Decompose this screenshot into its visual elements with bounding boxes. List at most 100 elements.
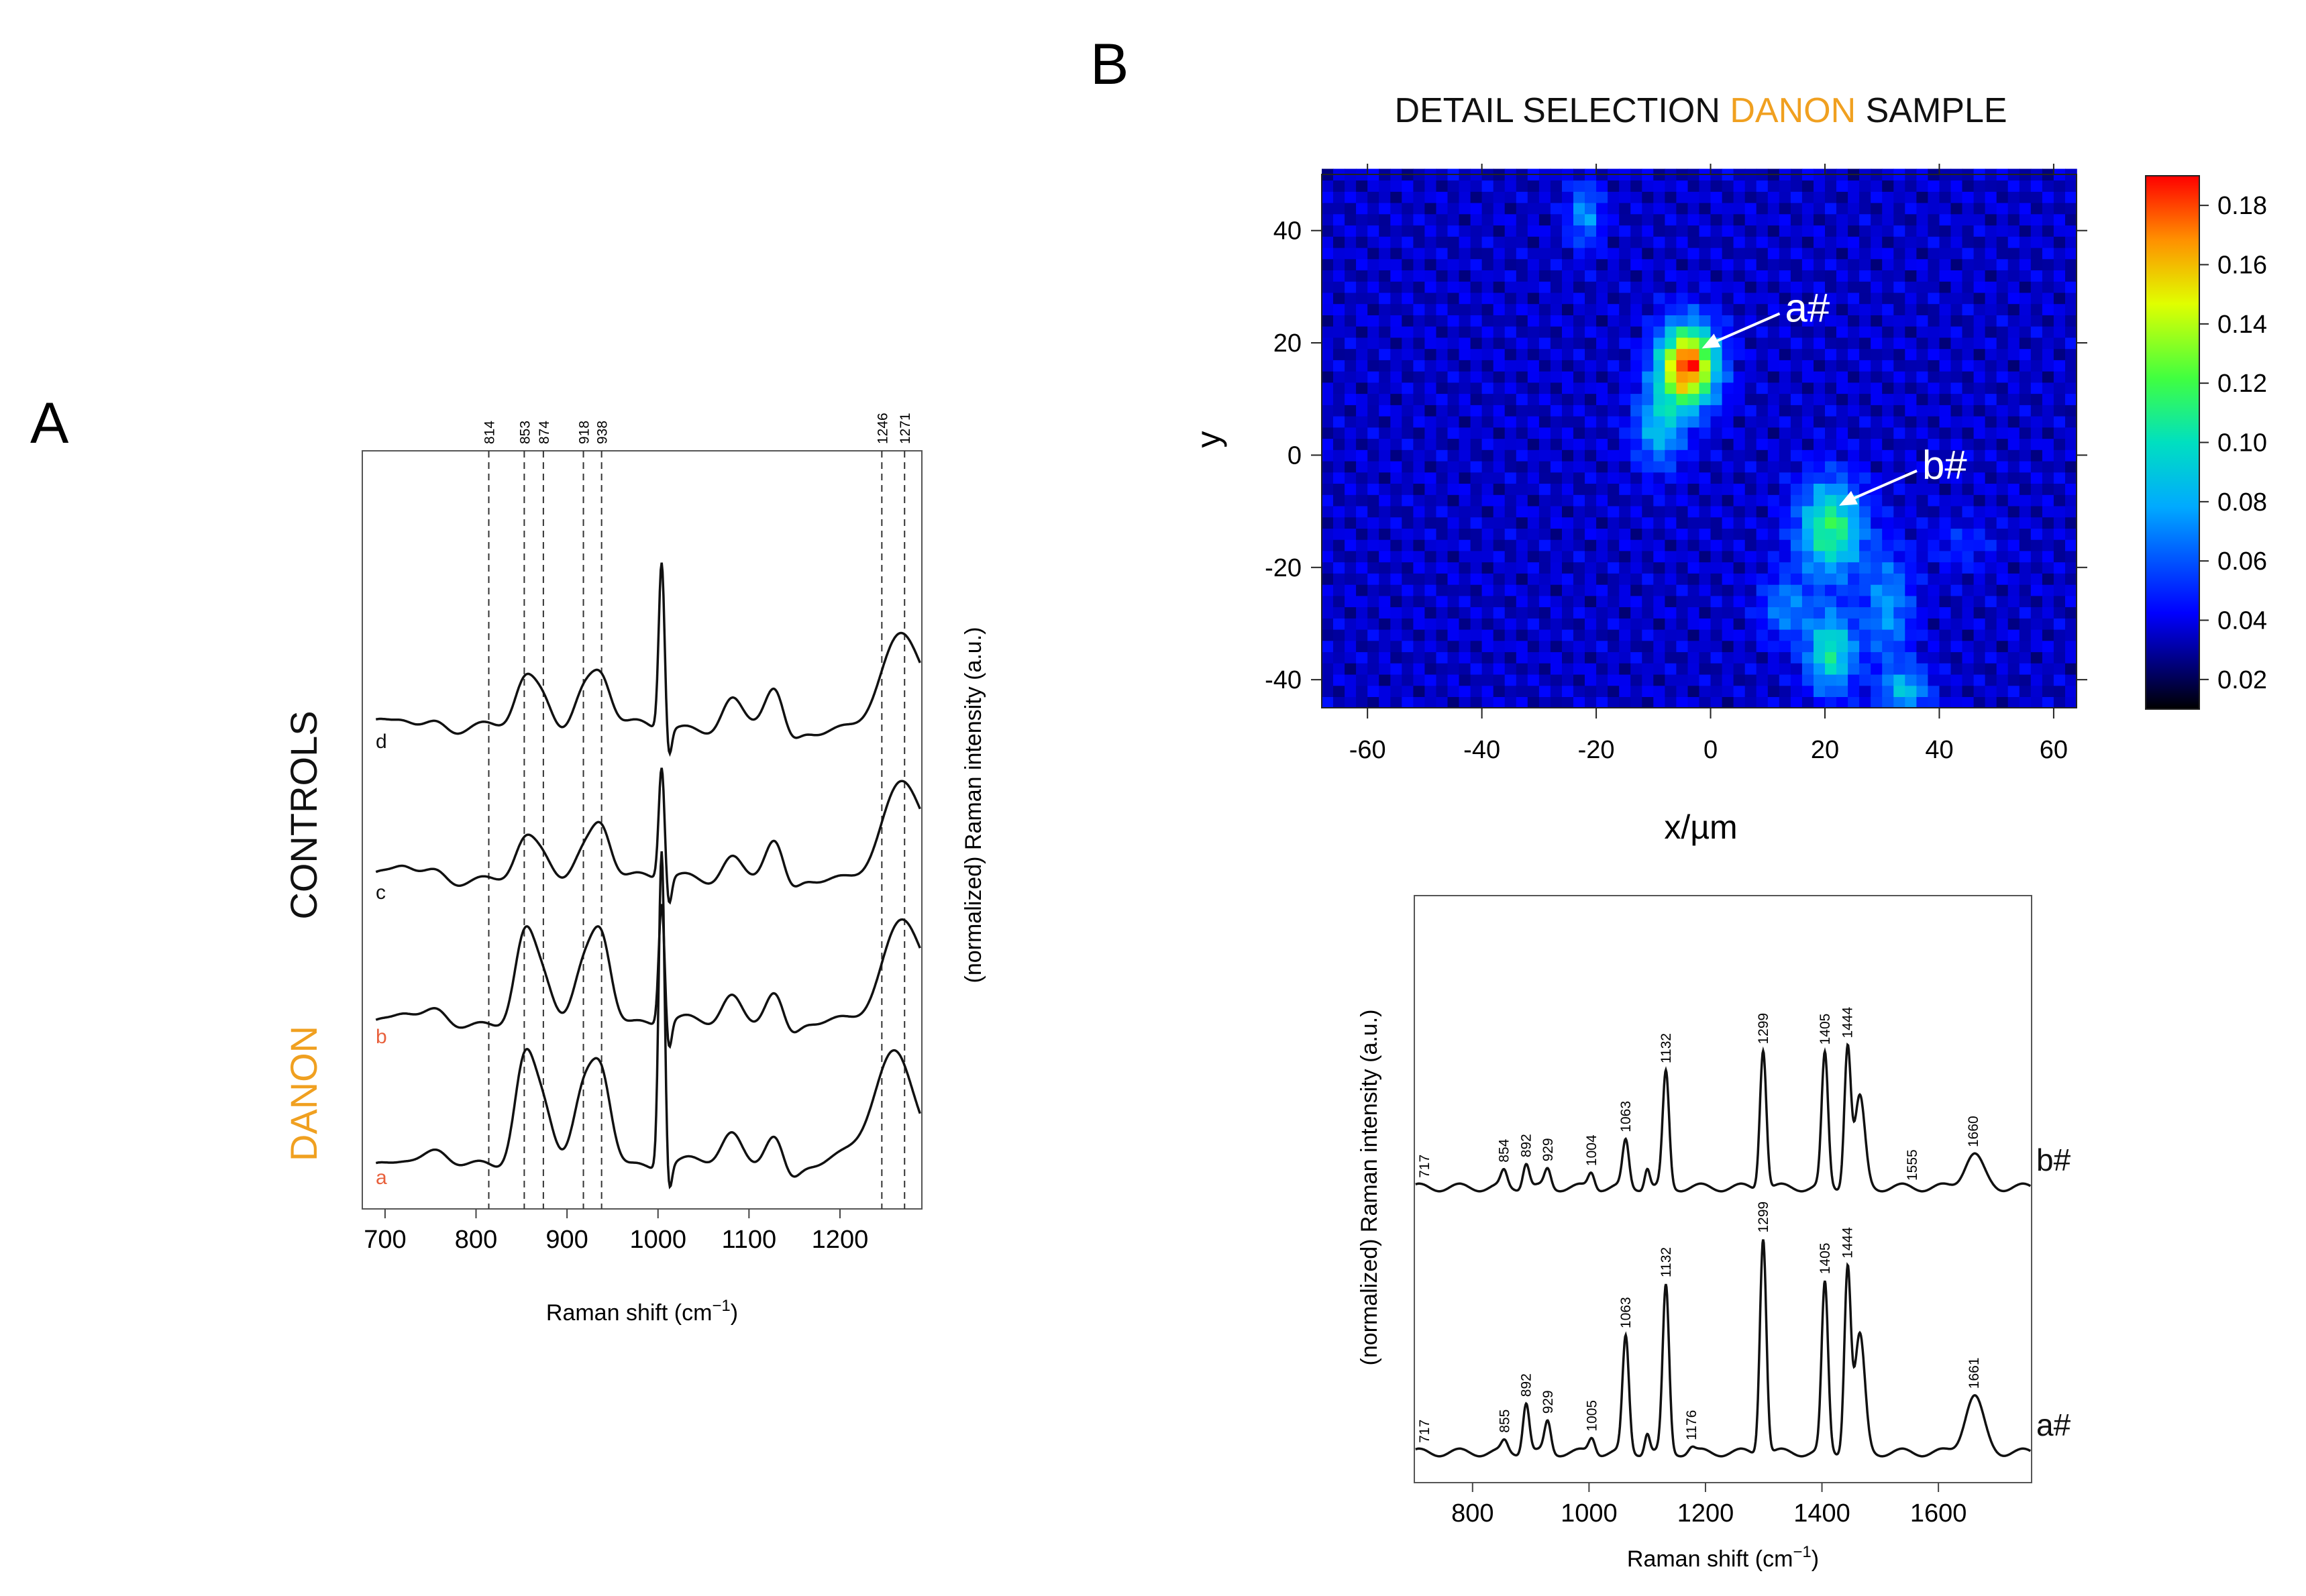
heatmap-cell	[1767, 595, 1780, 608]
heatmap-cell	[1950, 303, 1963, 315]
heatmap-cell	[2053, 270, 2066, 282]
heatmap-cell	[1687, 202, 1700, 215]
heatmap-cell	[1756, 573, 1769, 585]
heatmap-cell	[1676, 370, 1689, 383]
heatmap-cell	[1744, 213, 1757, 226]
heatmap-cell	[1493, 449, 1506, 462]
heatmap-cell	[1573, 449, 1585, 462]
heatmap-cell	[1642, 180, 1655, 192]
heatmap-cell	[1962, 618, 1975, 630]
heatmap-cell	[1493, 247, 1506, 260]
spec-series-label-b#: b#	[2036, 1142, 2071, 1177]
heatmap-cell	[1871, 663, 1883, 675]
heatmap-cell	[1333, 606, 1345, 619]
heatmap-cell	[2007, 651, 2020, 663]
heatmap-cell	[1928, 370, 1940, 383]
heatmap-cell	[1687, 483, 1700, 495]
heatmap-cell	[1699, 584, 1712, 596]
heatmap-cell	[1322, 247, 1334, 260]
heatmap-cell	[1744, 483, 1757, 495]
heatmap-cell	[1767, 584, 1780, 596]
heatmap-cell	[1836, 674, 1848, 686]
heatmap-cell	[1825, 517, 1837, 529]
heatmap-cell	[1687, 427, 1700, 439]
heatmap-cell	[1825, 213, 1837, 226]
heatmap-cell	[1928, 382, 1940, 394]
heatmap-cell	[1882, 618, 1894, 630]
heatmap-cell	[1950, 247, 1963, 260]
heatmap-cell	[1962, 360, 1975, 372]
heatmap-cell	[2019, 606, 2032, 619]
heatmap-cell	[1893, 663, 1906, 675]
heatmap-cell	[1962, 505, 1975, 518]
spec-peak-label-a#-1: 855	[1498, 1409, 1513, 1433]
heatmap-cell	[1733, 258, 1746, 270]
heatmap-cell	[1345, 460, 1357, 473]
heatmap-cell	[1516, 360, 1528, 372]
heatmap-cell	[1436, 213, 1449, 226]
heatmap-cell	[1916, 505, 1929, 518]
heatmap-cell	[1756, 225, 1769, 237]
heatmap-cell	[1573, 438, 1585, 450]
heatmap-cell	[1825, 640, 1837, 653]
heatmap-cell	[2065, 393, 2077, 405]
heatmap-cell	[1905, 292, 1918, 305]
heatmap-cell	[1962, 258, 1975, 270]
heatmap-cell	[1493, 405, 1506, 417]
heatmap-cell	[2007, 562, 2020, 574]
heatmap-cell	[1573, 427, 1585, 439]
heatmap-cell	[1550, 528, 1563, 540]
heatmap-cell	[1928, 651, 1940, 663]
heatmap-cell	[1733, 472, 1746, 484]
heatmap-cell	[1459, 483, 1471, 495]
heatmap-cell	[1424, 325, 1437, 338]
heatmap-cell	[1859, 539, 1871, 551]
heatmap-cell	[1390, 427, 1403, 439]
heatmap-cell	[2007, 180, 2020, 192]
heatmap-cell	[1836, 550, 1848, 563]
heatmap-cell	[1836, 236, 1848, 248]
heatmap-cell	[1379, 348, 1391, 360]
heatmap-cell	[1550, 258, 1563, 270]
heatmap-cell	[1481, 348, 1494, 360]
heatmap-cell	[1527, 405, 1540, 417]
heatmap-cell	[1790, 539, 1803, 551]
heatmap-cell	[1893, 562, 1906, 574]
heatmap-cell	[1756, 438, 1769, 450]
heatmap-cell	[1676, 315, 1689, 327]
heatmap-cell	[1333, 382, 1345, 394]
heatmap-cell	[1950, 337, 1963, 350]
heatmap-cell	[1767, 483, 1780, 495]
heatmap-cell	[1893, 618, 1906, 630]
heatmap-cell	[1402, 370, 1414, 383]
heatmap-cell	[1493, 494, 1506, 507]
heatmap-cell	[1779, 225, 1791, 237]
heatmap-cell	[1367, 348, 1379, 360]
heatmap-cell	[1538, 584, 1551, 596]
heatmap-cell	[1756, 449, 1769, 462]
heatmap-cell	[1962, 382, 1975, 394]
heatmap-cell	[1367, 685, 1379, 697]
heatmap-cell	[1619, 438, 1631, 450]
heatmap-cell	[1333, 258, 1345, 270]
heatmap-cell	[1756, 550, 1769, 563]
heatmap-cell	[1356, 281, 1368, 293]
heatmap-cell	[1538, 337, 1551, 350]
heatmap-cell	[1836, 370, 1848, 383]
heatmap-cell	[1630, 573, 1642, 585]
heatmap-cell	[1436, 528, 1449, 540]
heatmap-cell	[1973, 191, 1986, 203]
heatmap-cell	[1390, 348, 1403, 360]
heatmap-cell	[1973, 438, 1986, 450]
heatmap-cell	[1402, 640, 1414, 653]
heatmap-cell	[1882, 528, 1894, 540]
heatmap-cell	[1459, 584, 1471, 596]
heatmap-cell	[1630, 292, 1642, 305]
spec-peak-label-b#-10: 1555	[1905, 1149, 1920, 1181]
heatmap-cell	[1424, 348, 1437, 360]
heatmap-cell	[2042, 270, 2054, 282]
heatmap-cell	[1790, 550, 1803, 563]
heatmap-cell	[1996, 213, 2009, 226]
heatmap-cell	[1687, 415, 1700, 428]
heatmap-cell	[1871, 505, 1883, 518]
